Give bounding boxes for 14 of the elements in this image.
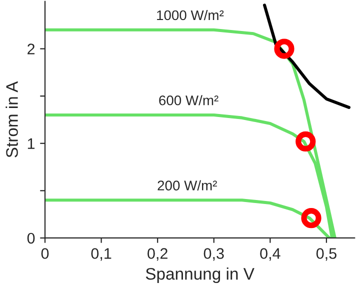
series-label: 600 W/m² [159,95,218,106]
y-tick-label: 1 [28,138,35,149]
y-axis-title: Strom in A [6,81,18,158]
x-tick-label: 0,2 [148,248,168,261]
series-label: 1000 W/m² [157,10,224,20]
y-tick-label: 2 [28,44,35,54]
series-label: 200 W/m² [158,180,217,190]
x-tick-label: 0 [41,248,49,259]
x-tick-label: 0,5 [316,248,336,261]
x-tick-label: 0,4 [260,248,280,261]
y-tick-label: 0 [27,232,35,244]
x-tick-label: 0,3 [204,248,224,261]
x-axis-title: Spannung in V [146,268,254,284]
x-tick-label: 0,1 [91,248,112,261]
